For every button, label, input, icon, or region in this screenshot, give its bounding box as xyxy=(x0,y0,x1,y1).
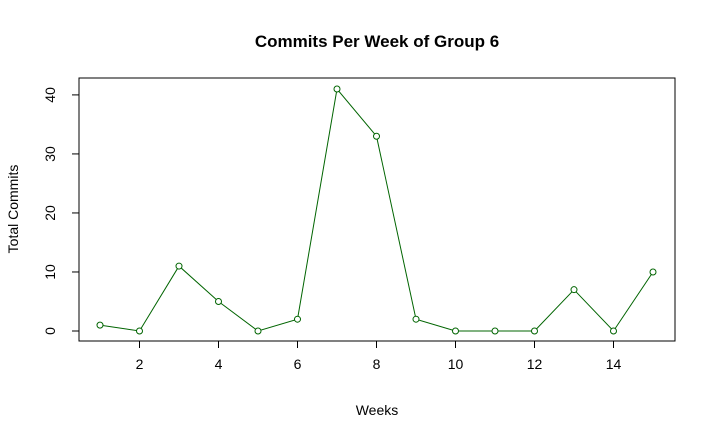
data-point xyxy=(452,327,459,335)
y-tick-label: 10 xyxy=(42,264,58,280)
y-tick-label: 20 xyxy=(42,205,58,221)
data-point xyxy=(294,315,301,323)
data-point xyxy=(215,297,222,305)
y-tick-label: 0 xyxy=(42,327,58,335)
data-point xyxy=(333,85,341,93)
data-point xyxy=(649,268,657,276)
x-tick-label: 6 xyxy=(294,356,302,372)
x-tick-label: 8 xyxy=(373,356,381,372)
data-point xyxy=(531,327,538,335)
x-tick-label: 2 xyxy=(136,356,144,372)
y-tick-label: 40 xyxy=(42,87,58,103)
data-point xyxy=(373,132,380,140)
data-point xyxy=(175,262,183,270)
data-point xyxy=(570,286,578,294)
data-point xyxy=(610,327,617,335)
data-point xyxy=(96,321,104,329)
x-tick-label: 10 xyxy=(448,356,464,372)
series-line xyxy=(99,87,654,332)
data-point xyxy=(136,327,143,335)
y-axis-label: Total Commits xyxy=(5,165,21,254)
series-layer xyxy=(96,85,657,335)
x-axis: 2 4 6 8 10 12 14 xyxy=(136,341,622,372)
data-point xyxy=(412,315,420,323)
chart-title: Commits Per Week of Group 6 xyxy=(255,32,499,51)
data-point xyxy=(254,327,262,335)
x-tick-label: 12 xyxy=(527,356,543,372)
x-tick-label: 4 xyxy=(215,356,223,372)
x-axis-label: Weeks xyxy=(356,402,399,418)
data-point xyxy=(491,327,499,335)
x-tick-label: 14 xyxy=(606,356,622,372)
y-axis: 0 10 20 30 40 xyxy=(42,87,79,335)
y-tick-label: 30 xyxy=(42,146,58,162)
